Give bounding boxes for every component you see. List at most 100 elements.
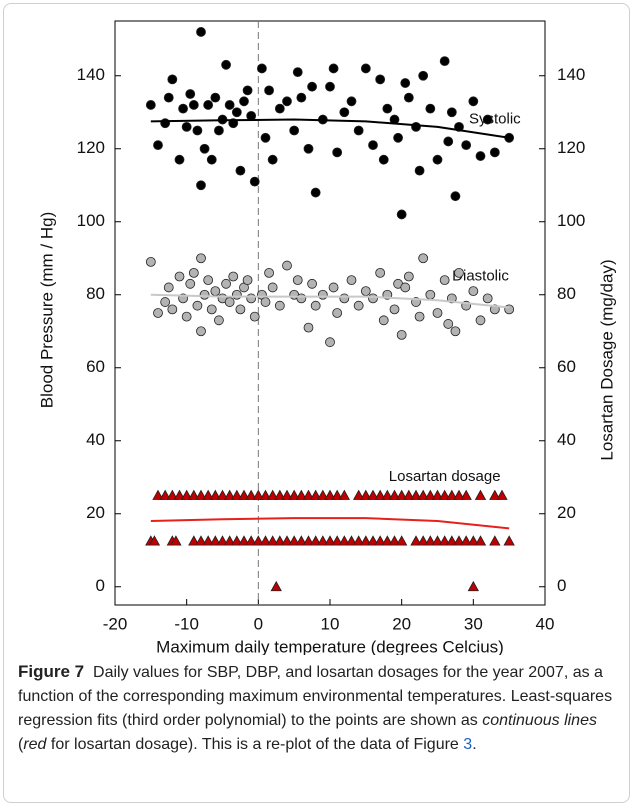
point — [388, 535, 401, 546]
point — [264, 85, 274, 96]
point — [378, 315, 389, 326]
point — [474, 489, 487, 500]
x-tick-label: 40 — [536, 614, 555, 633]
x-tick-label: -10 — [174, 614, 199, 633]
point — [346, 275, 357, 286]
point — [270, 580, 282, 592]
point — [375, 267, 386, 278]
point — [180, 489, 193, 500]
point — [266, 535, 279, 546]
point — [400, 78, 411, 88]
point — [163, 282, 174, 293]
point — [292, 275, 303, 286]
x-axis-label: Maximum daily temperature (degrees Celci… — [156, 637, 504, 655]
point — [195, 535, 207, 546]
point — [424, 489, 437, 500]
point — [367, 535, 379, 546]
point — [374, 489, 386, 500]
point — [206, 304, 217, 315]
point — [425, 289, 436, 300]
point — [374, 535, 386, 546]
point — [331, 489, 343, 500]
x-tick-label: 0 — [254, 614, 263, 633]
x-tick-label: 10 — [321, 614, 340, 633]
x-tick-label: 30 — [464, 614, 483, 633]
point — [438, 535, 451, 546]
annotation: Diastolic — [452, 267, 509, 284]
point — [214, 315, 224, 326]
annotation: Systolic — [469, 111, 521, 128]
point — [418, 70, 429, 81]
point — [174, 154, 185, 165]
point — [196, 326, 206, 337]
point — [282, 96, 292, 107]
point — [188, 535, 200, 546]
point — [439, 56, 450, 67]
point — [188, 267, 199, 278]
point — [249, 311, 260, 322]
point — [239, 96, 249, 107]
point — [224, 100, 235, 110]
point — [296, 293, 307, 304]
point — [450, 326, 461, 337]
point — [332, 308, 343, 318]
x-tick-label: -20 — [103, 614, 128, 633]
figure-reference[interactable]: 3 — [463, 736, 473, 753]
point — [295, 489, 308, 500]
point — [148, 535, 161, 546]
point — [173, 489, 186, 500]
point — [214, 125, 224, 136]
point — [166, 489, 179, 500]
point — [267, 282, 278, 293]
point — [475, 151, 486, 161]
point — [489, 535, 501, 546]
point — [167, 304, 178, 315]
point — [257, 63, 267, 74]
point — [160, 118, 171, 129]
point — [310, 300, 321, 311]
point — [307, 81, 317, 92]
point — [338, 489, 351, 500]
point — [246, 293, 257, 304]
caption-emphasis: continuous lines — [482, 712, 597, 729]
fit-line — [150, 517, 510, 530]
point — [475, 315, 486, 326]
point — [267, 154, 278, 165]
point — [432, 154, 443, 165]
point — [296, 92, 307, 103]
point — [221, 278, 231, 289]
y-tick-label: 100 — [77, 211, 105, 230]
point — [482, 114, 493, 125]
point — [410, 535, 422, 546]
point — [400, 282, 411, 293]
point — [352, 489, 365, 500]
chart: Blood Pressure (mm / Hg) Losartan Dosage… — [37, 20, 616, 655]
point — [503, 535, 515, 546]
point — [328, 282, 339, 293]
point — [417, 489, 429, 500]
point — [260, 297, 271, 307]
point — [439, 275, 450, 286]
frame — [3, 3, 630, 803]
y-tick-label: 80 — [86, 284, 105, 303]
y2-tick-label: 100 — [557, 211, 585, 230]
point — [393, 132, 403, 143]
point — [353, 125, 364, 136]
point — [188, 100, 199, 110]
point — [209, 489, 222, 500]
point — [163, 92, 174, 103]
point — [446, 489, 458, 500]
point — [382, 103, 393, 114]
y2-tick-label: 40 — [557, 430, 576, 449]
y-tick-label: 140 — [77, 65, 105, 84]
point — [178, 103, 188, 114]
point — [281, 489, 293, 500]
point — [274, 535, 286, 546]
point — [468, 96, 479, 107]
point — [242, 275, 253, 286]
point — [202, 535, 214, 546]
point — [274, 489, 286, 500]
point — [231, 489, 243, 500]
point — [235, 165, 246, 176]
point — [209, 535, 222, 546]
